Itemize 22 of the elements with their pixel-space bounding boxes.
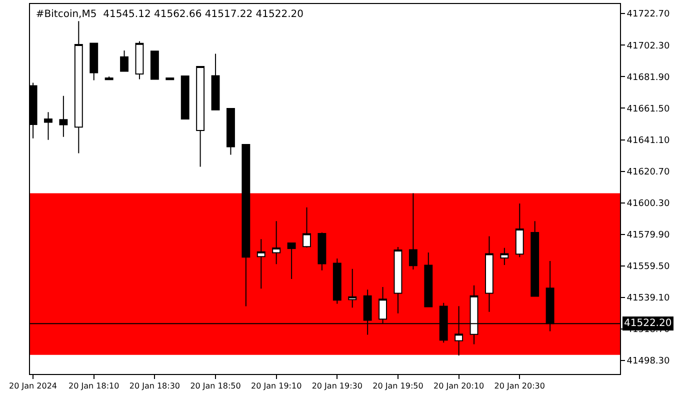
ref-line-label: 41522.20 xyxy=(624,318,672,329)
y-tick-label: 41579.90 xyxy=(626,230,670,241)
x-tick-label: 20 Jan 18:30 xyxy=(129,382,180,391)
x-tick-label: 20 Jan 19:50 xyxy=(372,382,424,391)
y-tick-label: 41498.30 xyxy=(626,356,670,367)
x-tick-label: 20 Jan 20:30 xyxy=(494,382,545,391)
x-tick-label: 20 Jan 18:50 xyxy=(190,382,241,391)
x-tick-label: 20 Jan 2024 xyxy=(9,382,58,391)
x-tick-label: 20 Jan 20:10 xyxy=(433,382,484,391)
y-tick-label: 41722.70 xyxy=(626,10,670,20)
y-tick-label: 41539.10 xyxy=(626,294,670,304)
y-tick-label: 41620.70 xyxy=(626,167,670,178)
x-tick-label: 20 Jan 19:10 xyxy=(251,382,302,391)
x-tick-label: 20 Jan 19:30 xyxy=(312,382,362,391)
x-tick-label: 20 Jan 18:10 xyxy=(68,382,120,391)
text: #Bitcoin,M5 41545.12 41562.66 41517.22 41522.20 xyxy=(36,9,304,20)
y-tick-label: 41681.90 xyxy=(626,72,670,83)
y-tick-label: 41641.10 xyxy=(626,136,670,146)
y-tick-label: 41600.30 xyxy=(626,198,670,209)
y-tick-label: 41559.50 xyxy=(626,262,670,272)
y-tick-label: 41661.50 xyxy=(626,104,670,114)
y-tick-label: 41702.30 xyxy=(626,41,670,52)
